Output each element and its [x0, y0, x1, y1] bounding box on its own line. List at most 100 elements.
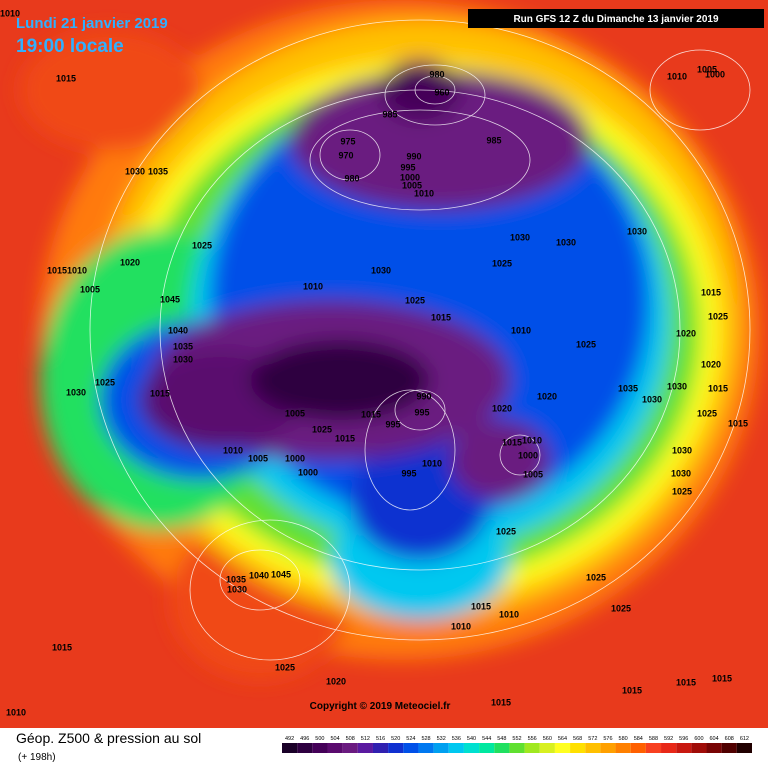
isobar-label: 1010 [414, 188, 434, 198]
colorbar-label: 580 [619, 736, 628, 742]
colorbar-swatch [463, 743, 480, 753]
isobar-label: 1030 [66, 387, 86, 397]
colorbar-swatch [630, 743, 646, 753]
colorbar-swatch [600, 743, 616, 753]
colorbar-label: 516 [376, 736, 385, 742]
isobar-label: 1040 [168, 325, 188, 335]
colorbar-swatch [736, 743, 752, 753]
isobar-label: 1005 [80, 284, 100, 294]
isobar-label: 1015 [502, 437, 522, 447]
isobar-label: 1015 [728, 418, 748, 428]
colorbar-swatch [342, 743, 358, 753]
colorbar-label: 500 [315, 736, 324, 742]
isobar-label: 1025 [576, 339, 596, 349]
isobar-label: 990 [416, 391, 431, 401]
isobars [89, 19, 751, 661]
colorbar-label: 528 [421, 736, 430, 742]
isobar-label: 1030 [627, 226, 647, 236]
isobar-label: 1025 [611, 603, 631, 613]
colorbar-label: 604 [710, 736, 719, 742]
colorbar-swatch [479, 743, 495, 753]
isobar-label: 1030 [642, 394, 662, 404]
isobar-label: 1025 [312, 424, 332, 434]
isobar-label: 1010 [667, 71, 687, 81]
isobar-label: 1000 [705, 69, 725, 79]
isobar-label: 1015 [361, 409, 381, 419]
isobar-label: 995 [400, 162, 415, 172]
isobar-label: 1010 [522, 435, 542, 445]
isobar-label: 1030 [227, 584, 247, 594]
isobar-label: 1000 [518, 450, 538, 460]
colorbar-swatch [691, 743, 707, 753]
run-box [468, 9, 764, 28]
isobar-label: 1020 [120, 257, 140, 267]
colorbar-swatch [676, 743, 692, 753]
isobar-label: 1030 [556, 237, 576, 247]
colorbar-label: 588 [649, 736, 658, 742]
isobar-label: 1030 [371, 265, 391, 275]
isobar-label: 1000 [298, 467, 318, 477]
isobar-label: 1020 [326, 676, 346, 686]
isobar-label: 1020 [701, 359, 721, 369]
isobar-label: 1045 [271, 569, 291, 579]
isobar-label: 1010 [6, 707, 26, 717]
isobar-label: 1045 [160, 294, 180, 304]
isobar-label: 1030 [173, 354, 193, 364]
isobar-label: 1025 [192, 240, 212, 250]
isobar-label: 1025 [672, 486, 692, 496]
isobar-label: 1030 [510, 232, 530, 242]
lead-time: (+ 198h) [18, 752, 56, 763]
isobar-label: 1010 [223, 445, 243, 455]
colorbar-label: 608 [725, 736, 734, 742]
isobar-label: 1010 [511, 325, 531, 335]
colorbar-label: 592 [664, 736, 673, 742]
run-info: Run GFS 12 Z du Dimanche 13 janvier 2019 [513, 14, 719, 25]
isobar-label: 1005 [248, 453, 268, 463]
colorbar-swatch [388, 743, 404, 753]
colorbar-swatch [645, 743, 662, 753]
colorbar-swatch [615, 743, 631, 753]
isobar-label: 970 [338, 150, 353, 160]
isobar-label: 995 [401, 468, 416, 478]
colorbar-swatch [312, 743, 328, 753]
isobar-label: 1025 [405, 295, 425, 305]
colorbar-swatch [282, 743, 298, 753]
colorbar-swatch [509, 743, 525, 753]
time: 19:00 locale [16, 36, 124, 57]
isobar-label: 1015 [701, 287, 721, 297]
colorbar-label: 552 [512, 736, 521, 742]
colorbar-swatch [554, 743, 571, 753]
isobar-label: 1035 [618, 383, 638, 393]
isobar-label: 990 [406, 151, 421, 161]
colorbar-swatch [418, 743, 434, 753]
colorbar-label: 560 [543, 736, 552, 742]
colorbar-label: 548 [497, 736, 506, 742]
isobar-label: 1030 [672, 445, 692, 455]
isobar-label: 995 [385, 419, 400, 429]
isobar-label: 1015 [150, 388, 170, 398]
colorbar-label: 596 [679, 736, 688, 742]
colorbar-label: 508 [346, 736, 355, 742]
copyright: Copyright © 2019 Meteociel.fr [310, 701, 451, 712]
isobar-label: 1015 [431, 312, 451, 322]
date: Lundi 21 janvier 2019 [16, 15, 168, 32]
colorbar-label: 504 [330, 736, 339, 742]
colorbar-label: 556 [528, 736, 537, 742]
colorbar-swatch [357, 743, 373, 753]
colorbar-label: 600 [694, 736, 703, 742]
isobar-label: 1015 [491, 697, 511, 707]
isobar-label: 1015 [335, 433, 355, 443]
isobar-label: 1010 [451, 621, 471, 631]
isobar-label: 1015 [712, 673, 732, 683]
colorbar-label: 564 [558, 736, 567, 742]
colorbar-label: 524 [406, 736, 415, 742]
isobar-label: 1025 [708, 311, 728, 321]
colorbar-swatch [433, 743, 449, 753]
isobar-label: 1035 [173, 341, 193, 351]
isobar-label: 1015 [56, 73, 76, 83]
isobar-label: 1005 [523, 469, 543, 479]
isobar-label: 1025 [95, 377, 115, 387]
isobar-label: 1010 [67, 265, 87, 275]
colorbar-swatch [570, 743, 586, 753]
isobar-label: 1025 [586, 572, 606, 582]
